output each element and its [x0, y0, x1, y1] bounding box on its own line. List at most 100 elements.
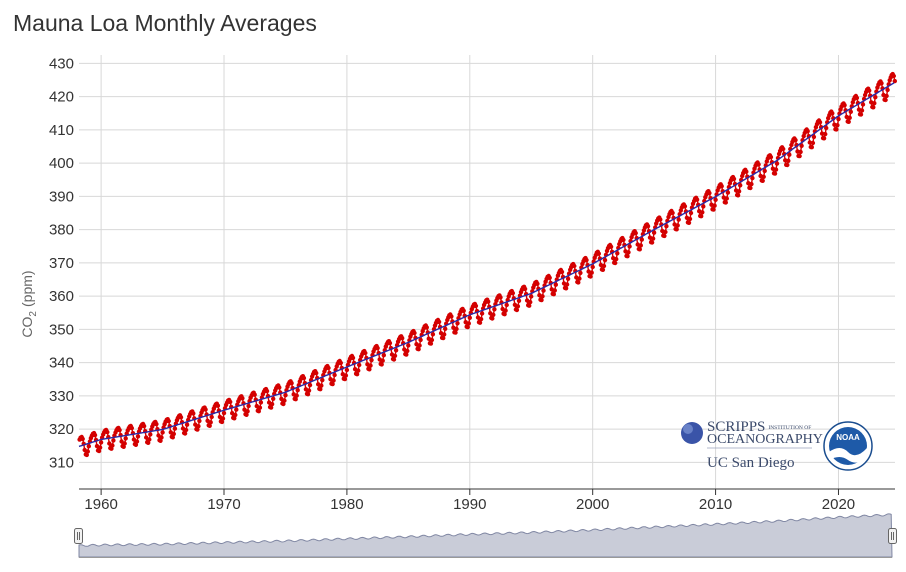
range-navigator[interactable]	[74, 513, 897, 558]
y-tick-label-410: 410	[49, 122, 74, 139]
monthly-mean-point	[762, 168, 767, 174]
y-tick-label-400: 400	[49, 155, 74, 172]
monthly-mean-point	[129, 425, 134, 431]
monthly-mean-point	[510, 290, 515, 296]
monthly-mean-point	[625, 254, 630, 259]
monthly-mean-point	[744, 169, 749, 174]
monthly-mean-point	[486, 299, 491, 304]
monthly-mean-point	[645, 224, 651, 229]
monthly-mean-point	[650, 236, 656, 241]
monthly-mean-point	[282, 398, 287, 403]
monthly-mean-point	[602, 257, 608, 263]
monthly-mean-point	[283, 393, 288, 398]
scripps-logo: SCRIPPS INSTITUTION OF OCEANOGRAPHY UC Sa…	[681, 419, 823, 471]
monthly-mean-point	[798, 149, 803, 155]
monthly-mean-point	[416, 347, 421, 352]
monthly-mean-point	[664, 224, 669, 229]
monthly-mean-point	[209, 414, 214, 420]
monthly-mean-point	[178, 415, 184, 420]
monthly-mean-point	[674, 227, 679, 232]
scripps-oceanography: OCEANOGRAPHY	[707, 432, 823, 447]
monthly-mean-point	[412, 330, 417, 336]
monthly-mean-point	[197, 418, 202, 424]
monthly-mean-point	[701, 204, 706, 209]
monthly-mean-point	[344, 367, 350, 373]
monthly-mean-point	[719, 184, 724, 189]
x-tick-label-1980: 1980	[330, 496, 363, 513]
monthly-mean-point	[306, 388, 312, 393]
monthly-mean-point	[215, 403, 221, 408]
monthly-mean-point	[473, 303, 479, 309]
monthly-mean-point	[713, 197, 718, 202]
monthly-mean-point	[392, 353, 398, 358]
monthly-mean-point	[649, 240, 655, 245]
grid-lines	[79, 55, 895, 489]
monthly-mean-point	[785, 162, 790, 168]
monthly-mean-point	[663, 229, 668, 235]
monthly-mean-point	[332, 372, 337, 378]
monthly-mean-point	[466, 321, 471, 326]
monthly-mean-point	[848, 109, 853, 115]
monthly-mean-point	[608, 244, 614, 249]
monthly-mean-point	[172, 426, 178, 431]
monthly-mean-point	[110, 443, 115, 448]
monthly-mean-point	[467, 315, 472, 320]
monthly-mean-point	[810, 140, 816, 146]
monthly-mean-point	[244, 412, 249, 417]
monthly-mean-point	[540, 294, 545, 299]
monthly-mean-point	[342, 376, 348, 382]
y-tick-label-340: 340	[49, 355, 74, 372]
monthly-mean-point	[694, 197, 700, 202]
monthly-mean-point	[590, 264, 595, 270]
monthly-mean-point	[391, 357, 397, 362]
monthly-mean-point	[269, 401, 275, 407]
monthly-mean-point	[404, 352, 409, 357]
monthly-mean-point	[842, 103, 847, 108]
navigator-left-handle[interactable]	[74, 528, 83, 544]
monthly-mean-point	[712, 203, 717, 208]
monthly-mean-point	[400, 336, 405, 341]
monthly-mean-point	[271, 396, 276, 401]
scripps-institution-of: INSTITUTION OF	[768, 425, 811, 431]
monthly-mean-point	[314, 370, 319, 376]
monthly-mean-point	[854, 95, 860, 101]
monthly-mean-point	[748, 185, 753, 191]
monthly-mean-point	[725, 190, 731, 195]
navigator-right-handle[interactable]	[888, 528, 897, 544]
monthly-mean-point	[834, 127, 839, 132]
monthly-mean-point	[760, 178, 765, 183]
monthly-mean-point	[207, 423, 212, 428]
monthly-mean-point	[221, 410, 227, 416]
noaa-text: NOAA	[836, 433, 860, 442]
monthly-mean-point	[522, 286, 528, 292]
monthly-mean-point	[375, 345, 380, 351]
monthly-mean-point	[773, 167, 779, 172]
monthly-mean-point	[670, 210, 675, 216]
monthly-mean-point	[565, 276, 571, 281]
monthly-mean-point	[429, 337, 435, 343]
monthly-mean-point	[836, 116, 841, 122]
monthly-mean-point	[406, 343, 411, 348]
monthly-mean-point	[687, 216, 693, 222]
monthly-mean-point	[527, 303, 532, 308]
monthly-mean-point	[817, 120, 823, 125]
y-axis-ticks: 310 320 330 340 350 360 370 380 390 400 410 420 430	[49, 55, 74, 471]
monthly-mean-point	[295, 388, 300, 393]
monthly-mean-point	[786, 158, 791, 163]
monthly-mean-point	[735, 193, 741, 198]
monthly-mean-point	[559, 269, 565, 275]
monthly-mean-point	[257, 405, 263, 410]
monthly-mean-point	[191, 411, 196, 416]
monthly-mean-point	[117, 427, 122, 433]
monthly-mean-point	[92, 432, 98, 438]
monthly-mean-point	[111, 438, 116, 443]
monthly-mean-point	[387, 340, 393, 346]
y-tick-label-380: 380	[49, 222, 74, 239]
monthly-mean-point	[319, 383, 324, 388]
monthly-mean-point	[430, 332, 436, 337]
monthly-mean-point	[563, 286, 569, 291]
monthly-mean-point	[203, 407, 208, 412]
monthly-mean-point	[393, 348, 399, 353]
